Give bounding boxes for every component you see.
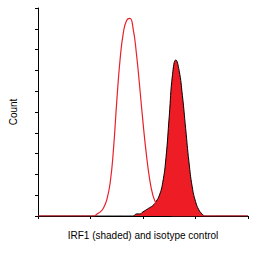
svg-text:IRF1 (shaded) and isotype cont: IRF1 (shaded) and isotype control (68, 230, 219, 241)
svg-text:Count: Count (8, 98, 19, 125)
